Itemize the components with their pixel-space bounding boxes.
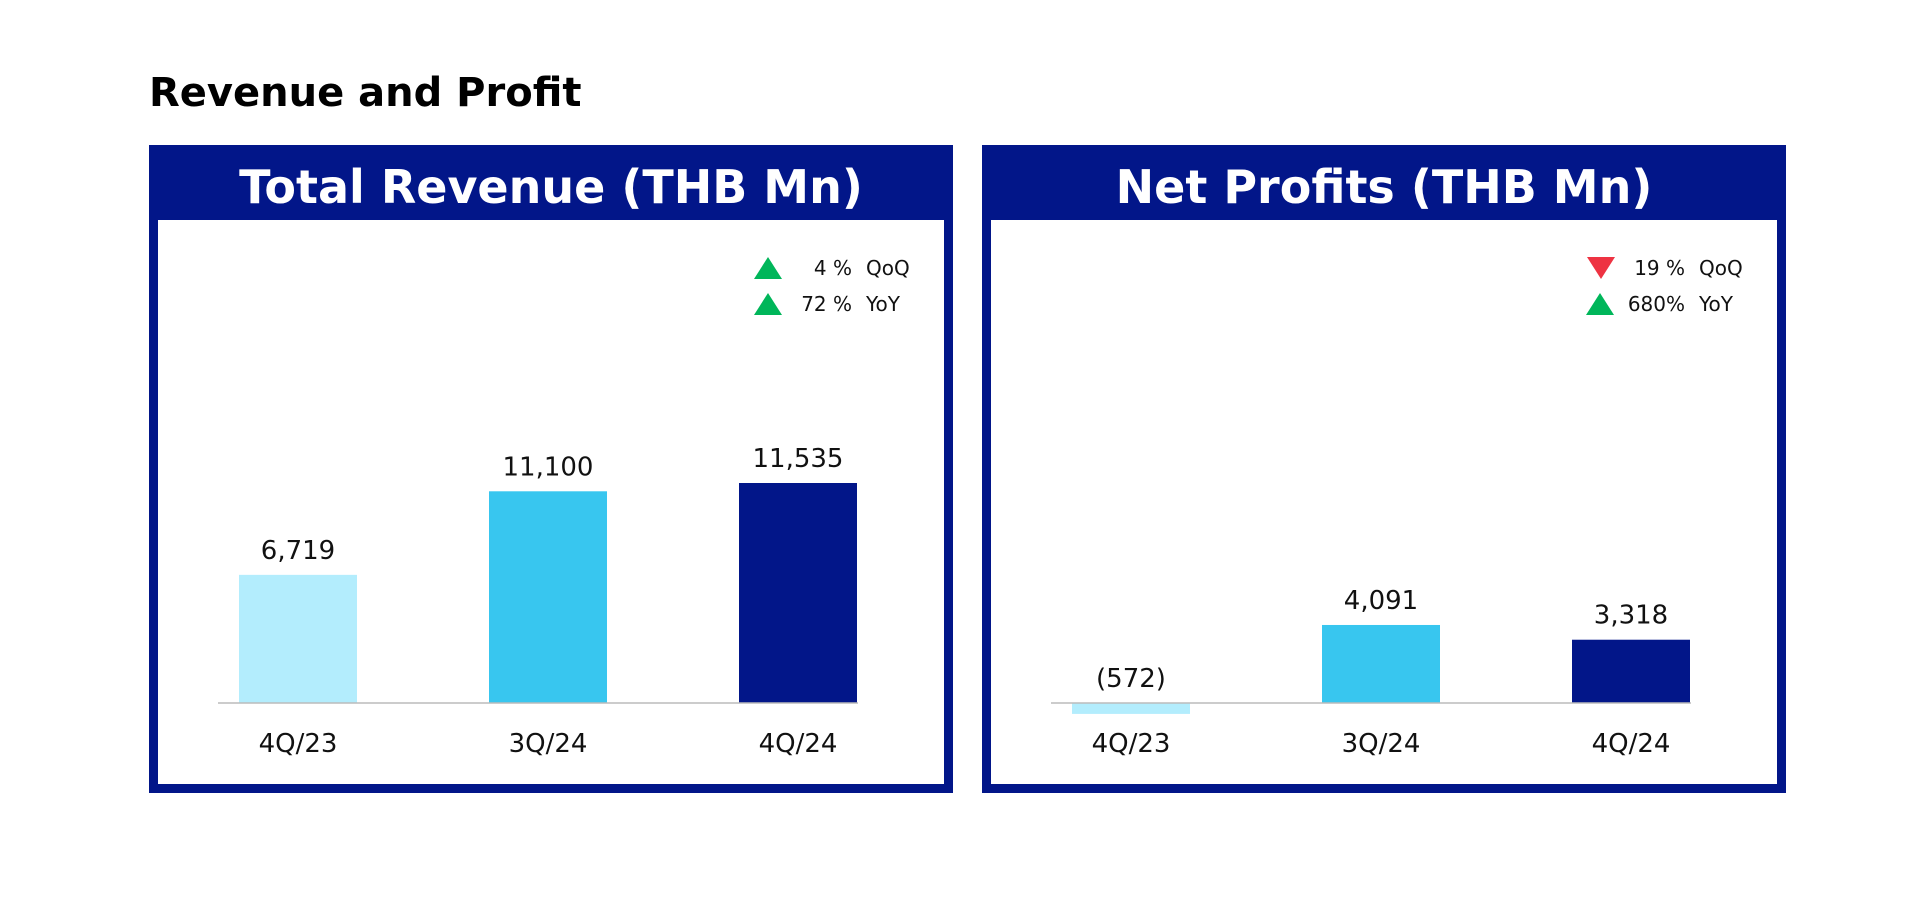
bar-4q-24 <box>1572 639 1690 703</box>
down-arrow-icon <box>1587 257 1615 279</box>
bar-value-label: 11,100 <box>503 452 594 482</box>
badge-label: QoQ <box>866 256 910 280</box>
profit-change-badges: 19 % QoQ 680% YoY <box>1585 250 1747 322</box>
bar-3q-24 <box>489 491 607 703</box>
badge-value: 19 % <box>1634 256 1685 280</box>
profit-qoq-badge: 19 % QoQ <box>1586 250 1747 286</box>
page-title: Revenue and Profit <box>149 70 582 116</box>
up-arrow-icon <box>754 293 782 315</box>
bar-value-label: 3,318 <box>1594 601 1668 631</box>
bar-value-label: 6,719 <box>261 536 335 566</box>
revenue-change-badges: 4 % QoQ 72 % YoY <box>754 250 914 322</box>
badge-label: QoQ <box>1699 256 1743 280</box>
revenue-chart-header: Total Revenue (THB Mn) <box>157 153 945 220</box>
x-tick-label: 4Q/23 <box>1092 729 1171 759</box>
bar-4q-23 <box>239 574 357 703</box>
profit-chart-header: Net Profits (THB Mn) <box>990 153 1778 220</box>
bar-4q-23 <box>1072 703 1190 714</box>
revenue-bar-chart: 6,719 4Q/23 11,100 3Q/24 11,535 4Q/24 <box>218 444 858 759</box>
revenue-chart-panel: Total Revenue (THB Mn) 4 % QoQ 72 % YoY … <box>149 145 953 793</box>
badge-value: 4 % <box>813 256 852 280</box>
badge-value: 72 % <box>801 292 852 316</box>
up-arrow-icon <box>1585 293 1614 315</box>
bar-3q-24 <box>1322 624 1440 703</box>
x-tick-label: 3Q/24 <box>1342 729 1421 759</box>
x-tick-label: 4Q/24 <box>1592 729 1671 759</box>
revenue-yoy-badge: 72 % YoY <box>754 286 914 322</box>
profit-chart-panel: Net Profits (THB Mn) 19 % QoQ 680% YoY (… <box>982 145 1786 793</box>
badge-label: YoY <box>866 292 901 316</box>
badge-label: YoY <box>1699 292 1734 316</box>
profit-yoy-badge: 680% YoY <box>1585 286 1747 322</box>
bar-value-label: 11,535 <box>753 444 844 474</box>
up-arrow-icon <box>754 257 782 279</box>
revenue-qoq-badge: 4 % QoQ <box>754 250 914 286</box>
x-tick-label: 3Q/24 <box>509 729 588 759</box>
profit-bar-chart: (572) 4Q/23 4,091 3Q/24 3,318 4Q/24 <box>1051 586 1691 759</box>
x-tick-label: 4Q/24 <box>759 729 838 759</box>
bar-value-label: (572) <box>1096 664 1166 694</box>
x-tick-label: 4Q/23 <box>259 729 338 759</box>
badge-value: 680% <box>1627 292 1685 316</box>
bar-4q-24 <box>739 483 857 703</box>
bar-value-label: 4,091 <box>1344 586 1418 616</box>
